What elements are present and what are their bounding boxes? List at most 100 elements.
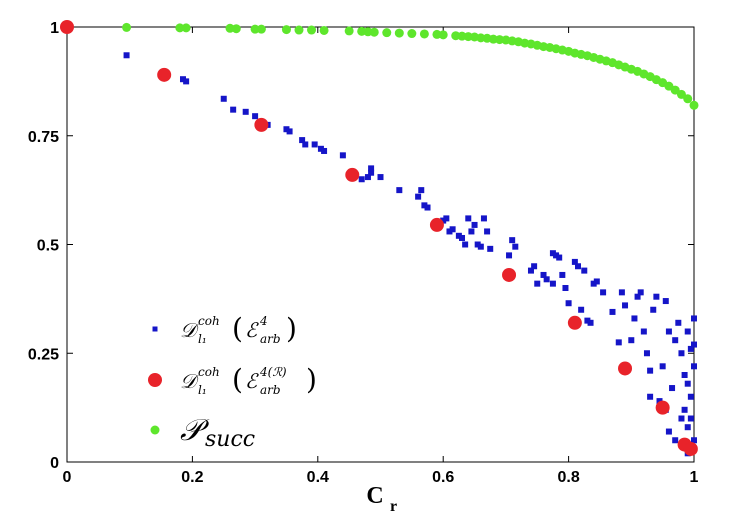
square-point [540, 271, 547, 278]
square-point [462, 241, 469, 248]
green-circle-point [181, 23, 191, 33]
green-circle-point [419, 29, 429, 39]
square-point [687, 345, 694, 352]
square-point [647, 393, 654, 400]
square-point [487, 245, 494, 252]
y-tick-label: 0.75 [28, 129, 59, 146]
square-point [669, 385, 676, 392]
green-circle-point [394, 28, 404, 38]
square-point [691, 341, 697, 348]
square-point [559, 271, 566, 278]
x-tick-label: 0.8 [557, 469, 579, 486]
square-point [242, 108, 249, 115]
x-axis-title: C [366, 483, 383, 509]
x-tick-label: 0.6 [432, 469, 454, 486]
square-point [565, 300, 572, 307]
square-point [571, 258, 578, 265]
legend-marker-red-circle [148, 373, 162, 387]
plot-frame [66, 26, 695, 463]
square-point [622, 302, 629, 309]
legend-marker-green-circle [150, 425, 160, 435]
square-point [179, 76, 186, 83]
square-point [678, 350, 685, 357]
square-point [477, 243, 484, 250]
legend-marker-square [152, 326, 158, 332]
legend-arg: ℰ [245, 369, 259, 393]
green-circle-point [294, 25, 304, 35]
square-point [484, 228, 491, 235]
square-point [684, 380, 691, 387]
square-point [440, 217, 447, 224]
y-tick-label: 0.5 [37, 238, 59, 255]
green-circle-point [670, 85, 680, 95]
legend-label-sub: l₁ [198, 332, 207, 346]
square-point [459, 234, 466, 241]
y-tick-label: 0.25 [28, 346, 59, 363]
legend-arg-sub: arb [260, 332, 281, 346]
square-point [543, 276, 550, 283]
square-point [446, 228, 453, 235]
square-point [665, 428, 672, 435]
y-tick-label: 0 [50, 455, 59, 472]
square-point [634, 293, 641, 300]
data-points [60, 20, 699, 457]
green-circle-point [231, 24, 241, 34]
square-point [468, 228, 475, 235]
square-point [678, 415, 685, 422]
legend-arg-sup: 4 [259, 314, 268, 328]
square-point [534, 280, 541, 287]
red-circle-point [683, 441, 698, 456]
legend-arg-sub: arb [260, 383, 281, 397]
square-point [659, 363, 666, 370]
green-circle-point [438, 30, 448, 40]
green-circle-point [319, 25, 329, 35]
green-circle-point [676, 89, 686, 99]
green-circle-point [307, 25, 317, 35]
square-point [684, 328, 691, 335]
square-point [584, 317, 591, 324]
legend-label: 𝒟 [180, 369, 200, 393]
square-point [418, 187, 425, 194]
square-point [321, 147, 328, 154]
x-tick-label: 0 [63, 469, 72, 486]
green-circle-point [689, 100, 699, 110]
legend-label-sup: coh [198, 365, 220, 379]
square-point [377, 174, 384, 181]
square-point [684, 424, 691, 431]
square-point [578, 306, 585, 313]
square-point [662, 298, 669, 305]
green-circle-point [369, 27, 379, 37]
square-point [358, 176, 365, 183]
square-point [628, 337, 635, 344]
square-point [443, 215, 450, 222]
square-point [471, 221, 478, 228]
square-point [123, 52, 130, 59]
square-point [609, 308, 616, 315]
square-point [415, 193, 422, 200]
square-point [562, 285, 569, 291]
square-point [653, 293, 660, 300]
green-circle-point [407, 29, 417, 39]
square-point [339, 152, 346, 159]
square-point [302, 141, 309, 148]
legend-arg: ℰ [245, 318, 259, 342]
square-point [637, 289, 644, 296]
square-point [455, 232, 462, 239]
square-point [553, 252, 560, 259]
green-circle-point [122, 22, 132, 32]
series-1 [60, 20, 698, 456]
green-circle-point [175, 23, 185, 33]
square-point [531, 263, 538, 270]
legend-label-sub: l₁ [198, 383, 207, 397]
square-point [615, 339, 622, 346]
square-point [506, 252, 513, 259]
square-point [665, 328, 672, 335]
square-point [512, 243, 519, 250]
square-point [317, 145, 324, 152]
square-point [449, 226, 456, 233]
red-circle-point [157, 67, 172, 82]
square-point [672, 437, 679, 444]
square-point [643, 350, 650, 357]
